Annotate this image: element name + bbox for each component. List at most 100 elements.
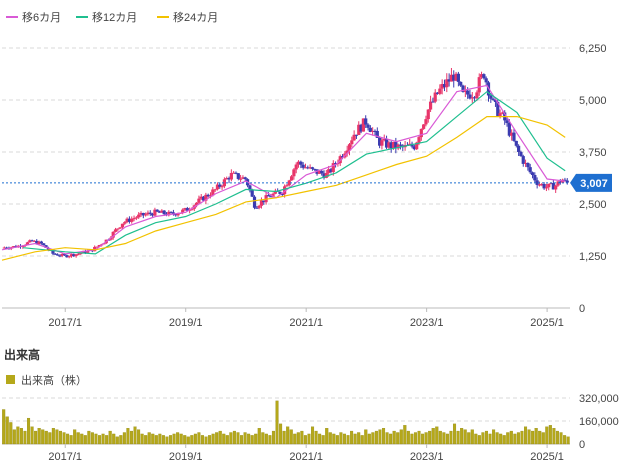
volume-bar <box>328 432 332 445</box>
candle-body <box>428 101 433 110</box>
candle-body <box>144 214 148 216</box>
volume-bar <box>346 435 350 445</box>
candle-body <box>496 102 500 116</box>
candle-body <box>317 170 321 174</box>
candle-body <box>35 240 39 245</box>
volume-bar <box>460 428 464 445</box>
candle-body <box>415 142 419 150</box>
candle-body <box>248 185 252 191</box>
candle-body <box>69 254 74 257</box>
volume-bar <box>545 426 549 445</box>
candle-body <box>218 184 222 187</box>
volume-bar <box>445 433 449 445</box>
volume-bar <box>257 428 261 445</box>
candle-body <box>28 240 32 243</box>
volume-bar <box>105 435 109 445</box>
candle-body <box>526 162 530 168</box>
candle-body <box>155 209 159 212</box>
candle-body <box>250 190 254 197</box>
candle-body <box>380 140 384 146</box>
volume-bar <box>183 435 187 445</box>
candle-body <box>422 124 426 129</box>
volume-bar <box>371 432 375 445</box>
candle-body <box>361 118 365 132</box>
volume-x-tick-label: 2023/1 <box>410 451 444 463</box>
candle-body <box>426 109 430 120</box>
volume-bar <box>108 430 112 445</box>
candle-body <box>241 177 245 179</box>
candle-body <box>329 169 333 173</box>
candle-body <box>53 253 57 255</box>
volume-bar <box>151 433 155 445</box>
candle-body <box>521 156 525 164</box>
volume-bar <box>310 426 315 445</box>
candle-body <box>394 141 398 149</box>
volume-bar <box>303 435 307 445</box>
volume-bar <box>360 435 364 445</box>
candle-body <box>72 254 76 257</box>
volume-bar <box>428 430 432 445</box>
candle-body <box>558 181 562 183</box>
candle-body <box>199 196 203 199</box>
volume-bar <box>208 435 212 445</box>
volume-bar <box>58 430 62 445</box>
candle-body <box>171 212 176 215</box>
price-y-tick-label: 6,250 <box>579 43 607 55</box>
volume-bar <box>144 435 148 445</box>
volume-bar <box>140 433 144 445</box>
volume-bar <box>335 435 339 445</box>
candle-body <box>340 156 345 158</box>
volume-bar <box>165 436 169 445</box>
candle-body <box>320 170 324 174</box>
candle-body <box>211 189 215 196</box>
volume-legend-label: 出来高（株） <box>21 373 87 387</box>
volume-bar <box>190 435 194 445</box>
volume-bar <box>289 429 293 445</box>
candle-body <box>160 210 164 213</box>
legend-label-2: 移24カ月 <box>173 11 218 24</box>
volume-bar <box>417 430 421 445</box>
candle-body <box>227 178 231 180</box>
candle-body <box>382 138 386 141</box>
price-x-tick-label: 2017/1 <box>48 317 82 329</box>
candle-body <box>387 142 391 148</box>
volume-bar <box>342 433 347 445</box>
volume-bar <box>254 433 258 445</box>
volume-bar <box>154 435 158 445</box>
candle-body <box>452 74 456 81</box>
candle-body <box>549 182 553 184</box>
candle-body <box>440 84 444 89</box>
price-y-tick-label: 5,000 <box>579 95 607 107</box>
candle-body <box>505 120 509 123</box>
volume-x-tick-label: 2019/1 <box>169 451 203 463</box>
volume-bar <box>548 425 552 445</box>
candle-body <box>442 84 447 88</box>
candle-body <box>116 228 120 230</box>
volume-bar <box>421 433 425 445</box>
candle-body <box>271 193 275 197</box>
candle-body <box>167 211 171 216</box>
candle-body <box>232 172 236 174</box>
candle-body <box>512 132 516 141</box>
candle-body <box>30 240 34 242</box>
volume-bar <box>12 429 16 445</box>
candle-body <box>544 187 549 189</box>
candle-body <box>296 161 301 165</box>
volume-title: 出来高 <box>4 347 40 362</box>
legend-label-0: 移6カ月 <box>22 11 61 24</box>
volume-bar <box>357 432 361 445</box>
price-y-tick-label: 0 <box>579 303 585 315</box>
volume-bar <box>158 433 162 445</box>
candle-body <box>157 211 162 213</box>
candle-body <box>375 130 379 138</box>
candle-body <box>310 167 315 169</box>
volume-bar <box>552 428 556 445</box>
candle-body <box>215 184 220 190</box>
candle-body <box>489 95 493 99</box>
volume-bar <box>531 430 535 445</box>
candle-body <box>139 212 143 215</box>
volume-bar <box>98 435 102 445</box>
volume-x-tick-label: 2025/1 <box>530 451 564 463</box>
candle-body <box>134 217 138 219</box>
